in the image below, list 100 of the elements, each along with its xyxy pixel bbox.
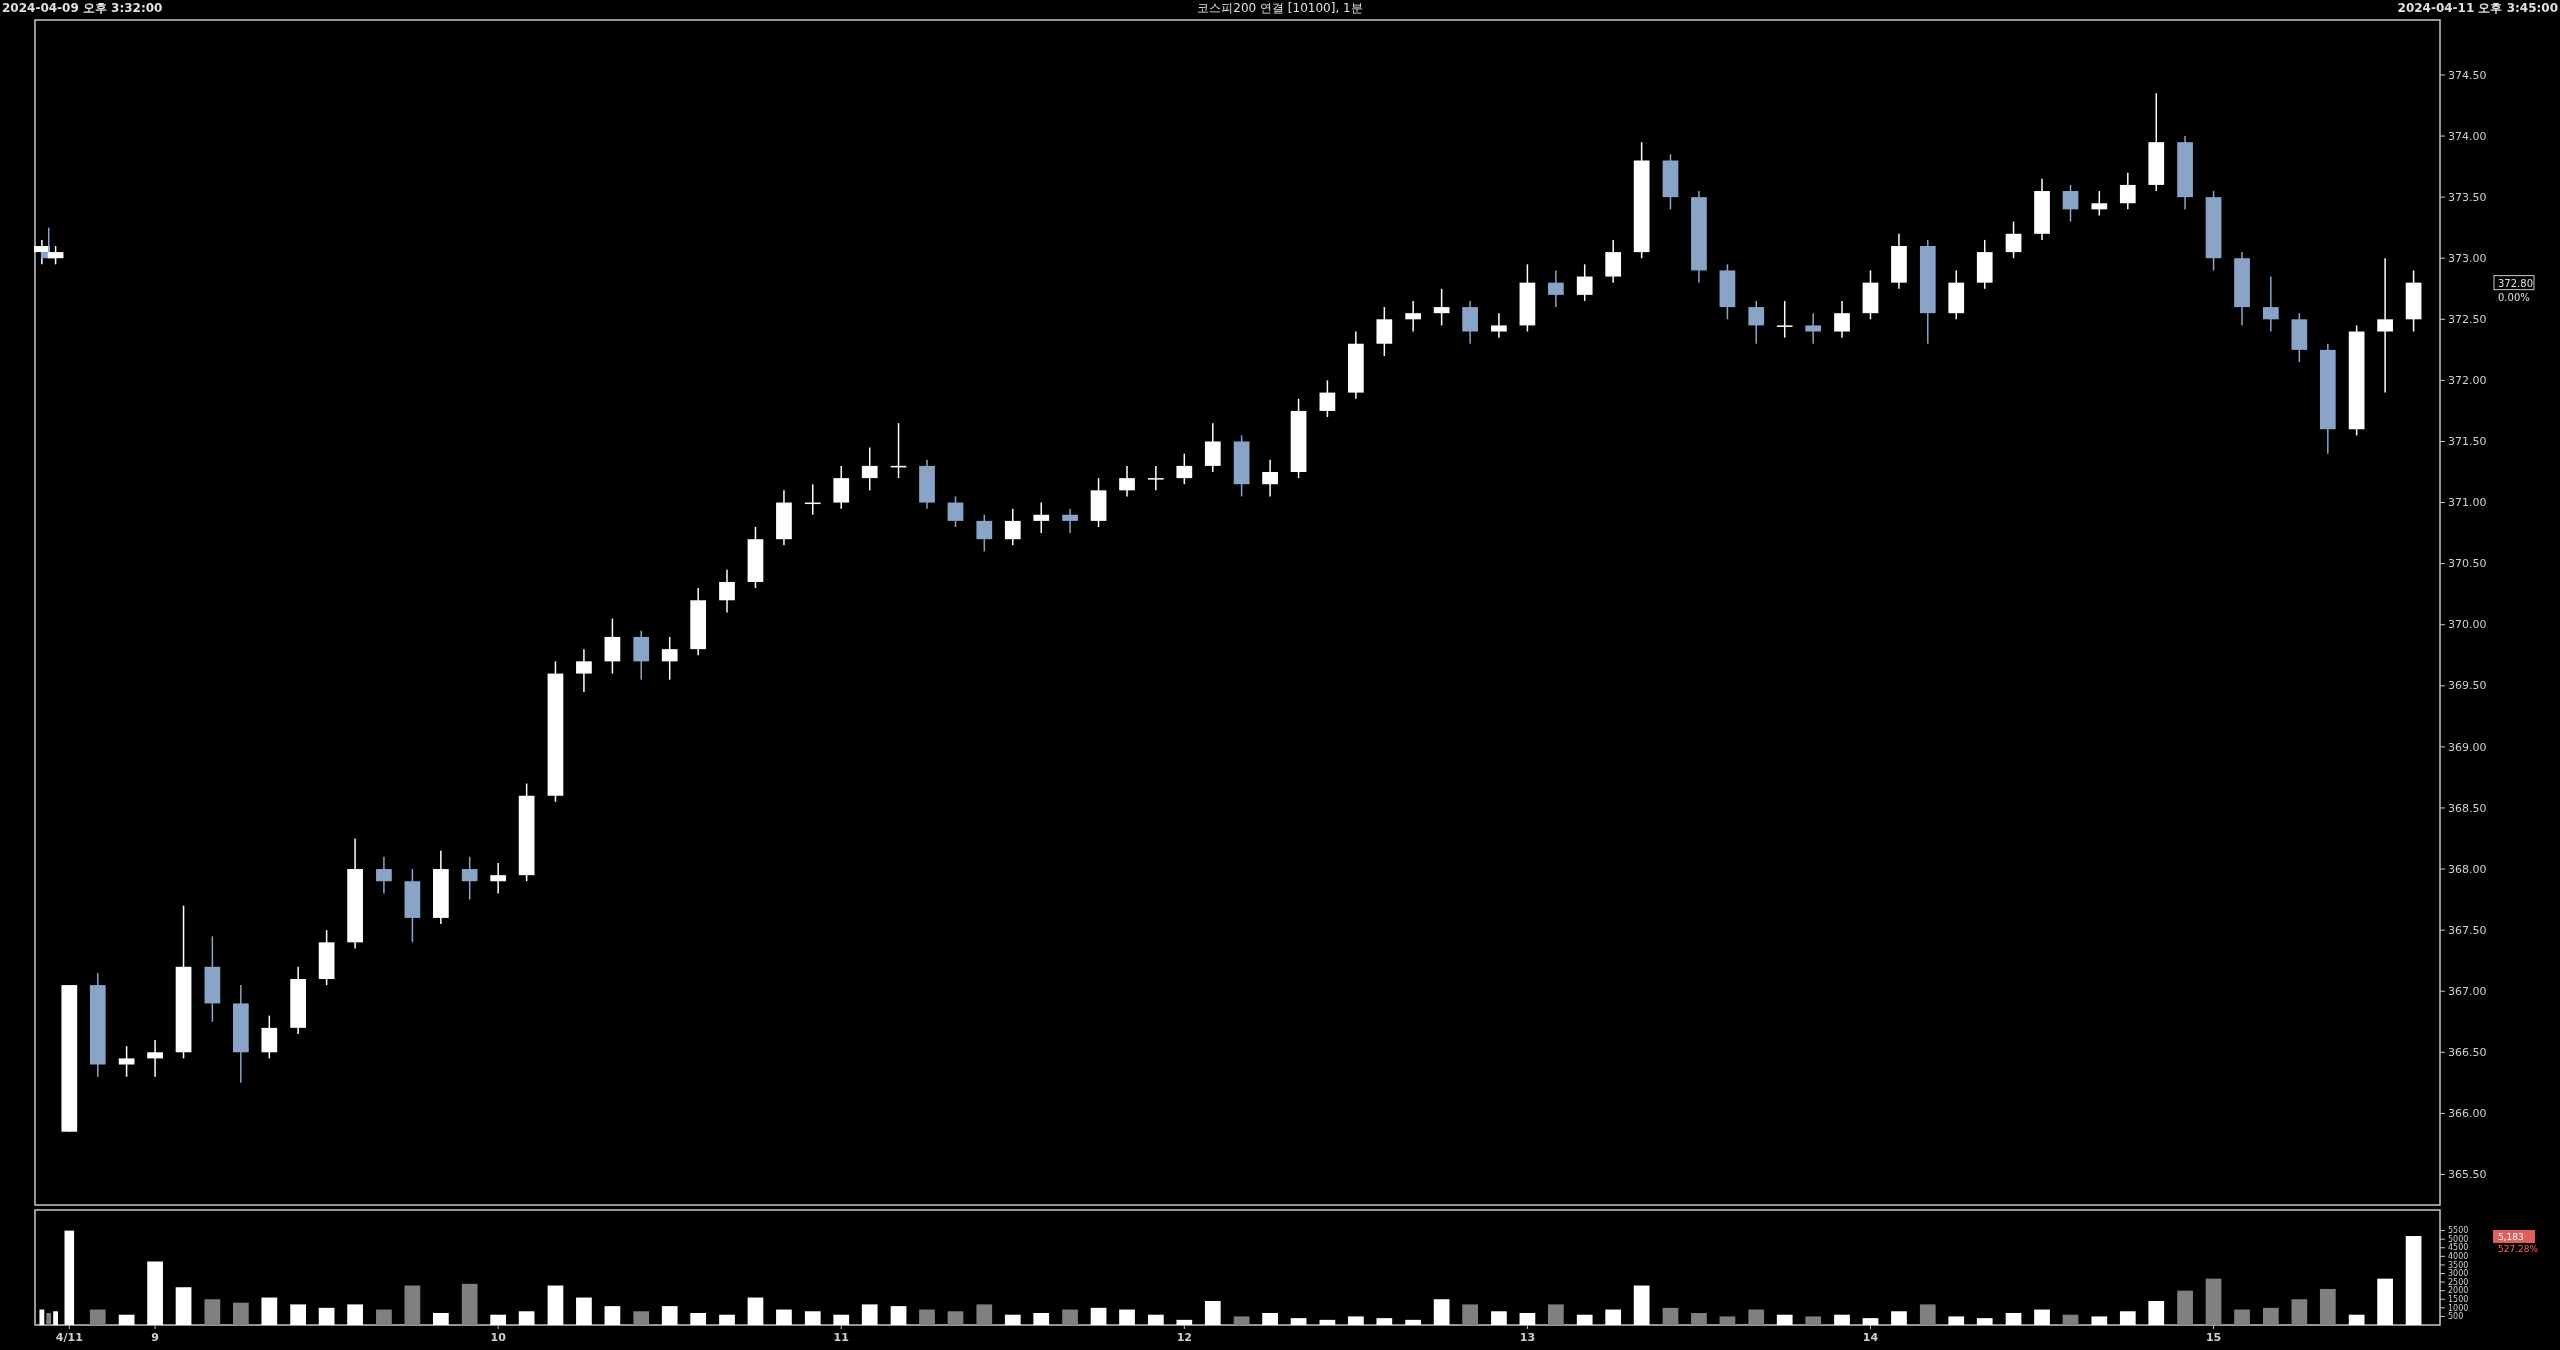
x-tick-label: 11 bbox=[833, 1331, 849, 1344]
bar bbox=[576, 1297, 592, 1325]
bar bbox=[1805, 1316, 1822, 1325]
bar bbox=[1033, 1312, 1050, 1325]
bar bbox=[232, 1302, 249, 1325]
bar bbox=[204, 1299, 221, 1325]
bar bbox=[2291, 1299, 2308, 1325]
bar bbox=[1348, 1316, 1364, 1325]
bar bbox=[518, 1311, 535, 1325]
bar bbox=[661, 1306, 678, 1325]
y-tick-label: 1500 bbox=[2448, 1294, 2469, 1304]
bar bbox=[1204, 1300, 1221, 1325]
bar bbox=[461, 1283, 478, 1325]
bar bbox=[1433, 1299, 1450, 1325]
bar bbox=[633, 1311, 650, 1325]
bar bbox=[1948, 1316, 1965, 1325]
bar bbox=[1633, 1285, 1650, 1325]
bar bbox=[2319, 1288, 2336, 1325]
candlestick bbox=[2062, 184, 2079, 223]
bar bbox=[1290, 1318, 1307, 1325]
bar bbox=[433, 1312, 449, 1325]
y-tick-label: 5500 bbox=[2448, 1226, 2469, 1236]
bar bbox=[547, 1285, 564, 1325]
y-tick-label: 371.00 bbox=[2448, 496, 2487, 510]
bar bbox=[261, 1297, 278, 1325]
y-tick-label: 369.50 bbox=[2448, 679, 2487, 693]
candlestick bbox=[1491, 312, 1507, 339]
bar bbox=[376, 1309, 392, 1325]
bar bbox=[833, 1314, 850, 1325]
bar bbox=[1834, 1314, 1850, 1325]
y-tick-label: 4000 bbox=[2448, 1252, 2469, 1262]
bar bbox=[1062, 1309, 1078, 1325]
y-tick-label: 367.00 bbox=[2448, 984, 2487, 998]
x-tick-label: 9 bbox=[151, 1331, 159, 1344]
bar bbox=[1776, 1314, 1793, 1325]
y-tick-label: 372.50 bbox=[2448, 312, 2487, 326]
candlestick bbox=[1433, 288, 1450, 327]
y-tick-label: 365.50 bbox=[2448, 1168, 2487, 1182]
bar bbox=[1919, 1304, 1936, 1325]
bar bbox=[1491, 1311, 1507, 1325]
x-tick-label: 12 bbox=[1176, 1331, 1192, 1344]
bar bbox=[890, 1306, 907, 1325]
y-tick-label: 1000 bbox=[2448, 1303, 2469, 1313]
y-tick-label: 370.00 bbox=[2448, 618, 2487, 632]
text: 372.80 bbox=[2498, 277, 2533, 289]
candlestick bbox=[1405, 300, 1422, 333]
bar bbox=[1548, 1304, 1564, 1325]
bar bbox=[747, 1297, 764, 1325]
bar bbox=[347, 1304, 363, 1325]
bar bbox=[1605, 1309, 1622, 1325]
y-tick-label: 374.50 bbox=[2448, 68, 2487, 82]
x-tick-label: 15 bbox=[2205, 1331, 2222, 1344]
bar bbox=[2148, 1300, 2165, 1325]
bar bbox=[2034, 1309, 2050, 1325]
bar bbox=[2234, 1309, 2250, 1325]
bar bbox=[2405, 1236, 2422, 1325]
bar bbox=[861, 1304, 878, 1325]
candlestick bbox=[1776, 300, 1793, 339]
bar bbox=[318, 1307, 335, 1325]
y-tick-label: 2000 bbox=[2448, 1286, 2469, 1296]
y-tick-label: 370.50 bbox=[2448, 557, 2487, 571]
bar bbox=[1233, 1316, 1250, 1325]
bar bbox=[1119, 1309, 1135, 1325]
bar bbox=[919, 1309, 935, 1325]
bar bbox=[2377, 1278, 2393, 1325]
candlestick bbox=[947, 495, 964, 528]
bar bbox=[1519, 1312, 1536, 1325]
candlestick bbox=[1147, 465, 1164, 492]
bar bbox=[976, 1304, 993, 1325]
candlestick bbox=[1548, 269, 1564, 308]
y-tick-label: 373.50 bbox=[2448, 190, 2487, 204]
candlestick bbox=[1262, 459, 1278, 498]
bar bbox=[1090, 1307, 1107, 1325]
bar bbox=[1691, 1312, 1707, 1325]
candlestick bbox=[1805, 312, 1822, 345]
y-tick-label: 366.00 bbox=[2448, 1107, 2487, 1121]
candlestick bbox=[1576, 263, 1593, 302]
y-tick-label: 366.50 bbox=[2448, 1045, 2487, 1059]
chart-title: 코스피200 연결 [10100], 1분 bbox=[1197, 1, 1363, 15]
text: 0.00% bbox=[2498, 291, 2530, 303]
x-tick-label: 4/11 bbox=[55, 1331, 83, 1344]
bar bbox=[1862, 1318, 1879, 1325]
y-tick-label: 372.00 bbox=[2448, 374, 2487, 388]
text: 2024-04-09 오후 3:32:00 bbox=[2, 1, 163, 15]
candlestick bbox=[376, 856, 392, 895]
bar bbox=[1319, 1319, 1336, 1325]
bar bbox=[2263, 1307, 2279, 1325]
bar bbox=[1176, 1319, 1193, 1325]
x-tick-label: 13 bbox=[1519, 1331, 1536, 1344]
y-tick-label: 3000 bbox=[2448, 1269, 2469, 1279]
candlestick bbox=[976, 514, 993, 553]
candlestick bbox=[1119, 465, 1135, 498]
candlestick bbox=[1062, 507, 1078, 534]
candlestick bbox=[461, 856, 478, 901]
y-tick-label: 373.00 bbox=[2448, 251, 2487, 265]
bar bbox=[147, 1261, 163, 1325]
bar bbox=[690, 1312, 707, 1325]
candlestick bbox=[2005, 220, 2022, 259]
candlestick bbox=[661, 636, 678, 681]
bar bbox=[1662, 1307, 1679, 1325]
